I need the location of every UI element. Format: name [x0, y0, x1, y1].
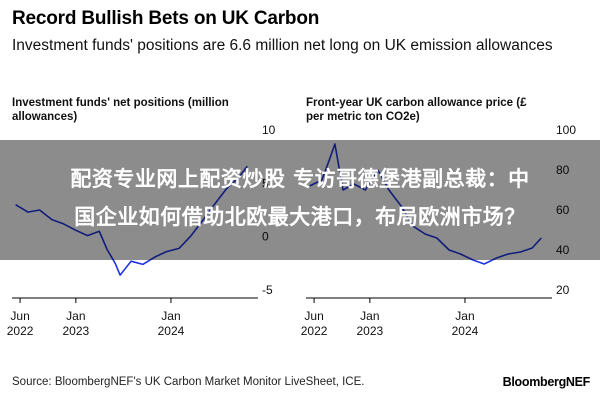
- chart-2-xtick-label: Jun: [304, 309, 323, 323]
- overlay-line-2: 国企业如何借助北欧最大港口，布局欧洲市场？: [74, 205, 526, 229]
- chart-2-xtick-label: Jan: [455, 309, 474, 323]
- chart-2-ytick-label: 40: [556, 243, 570, 257]
- chart-2-ytick-label: 100: [556, 123, 576, 137]
- chart-1-series-line: [15, 165, 248, 276]
- chart-2-xtick-label: 2024: [452, 324, 479, 338]
- page-title: Record Bullish Bets on UK Carbon: [12, 8, 320, 29]
- chart-1-xtick-label: Jan: [66, 309, 85, 323]
- chart-1-ytick-label: 0: [262, 230, 269, 244]
- chart-2-ytick-label: 60: [556, 203, 570, 217]
- chart-2-xtick-label: Jan: [360, 309, 379, 323]
- brand-logo: BloombergNEF: [502, 375, 591, 389]
- chart-2-ytick-label: 80: [556, 163, 570, 177]
- chart-1-xtick-label: 2023: [62, 324, 89, 338]
- page-subtitle: Investment funds' positions are 6.6 mill…: [12, 37, 553, 54]
- chart-2-ytick-label: 20: [556, 283, 570, 297]
- chart-1-xtick-label: 2024: [158, 324, 185, 338]
- chart-1-ytick-label: 10: [262, 123, 276, 137]
- chart-1-xtick-label: 2022: [7, 324, 34, 338]
- overlay-text: 配资专业网上配资炒股 专访哥德堡港副总裁：中 国企业如何借助北欧最大港口，布局欧…: [0, 160, 600, 236]
- chart-2-xtick-label: 2023: [356, 324, 383, 338]
- overlay-banner: [0, 140, 600, 260]
- chart-title-1: Investment funds' net positions (million…: [12, 97, 229, 123]
- chart-1-ytick-label: -5: [262, 283, 273, 297]
- overlay-line-1: 配资专业网上配资炒股 专访哥德堡港副总裁：中: [70, 167, 530, 191]
- chart-2-series-line: [309, 143, 542, 265]
- chart-1-xtick-label: Jan: [161, 309, 180, 323]
- source-note: Source: BloombergNEF's UK Carbon Market …: [12, 376, 365, 388]
- chart-1-xtick-label: Jun: [10, 309, 29, 323]
- chart-2-xtick-label: 2022: [301, 324, 328, 338]
- chart-1-ytick-label: 5: [262, 176, 269, 190]
- chart-title-2: Front-year UK carbon allowance price (£ p…: [306, 97, 527, 123]
